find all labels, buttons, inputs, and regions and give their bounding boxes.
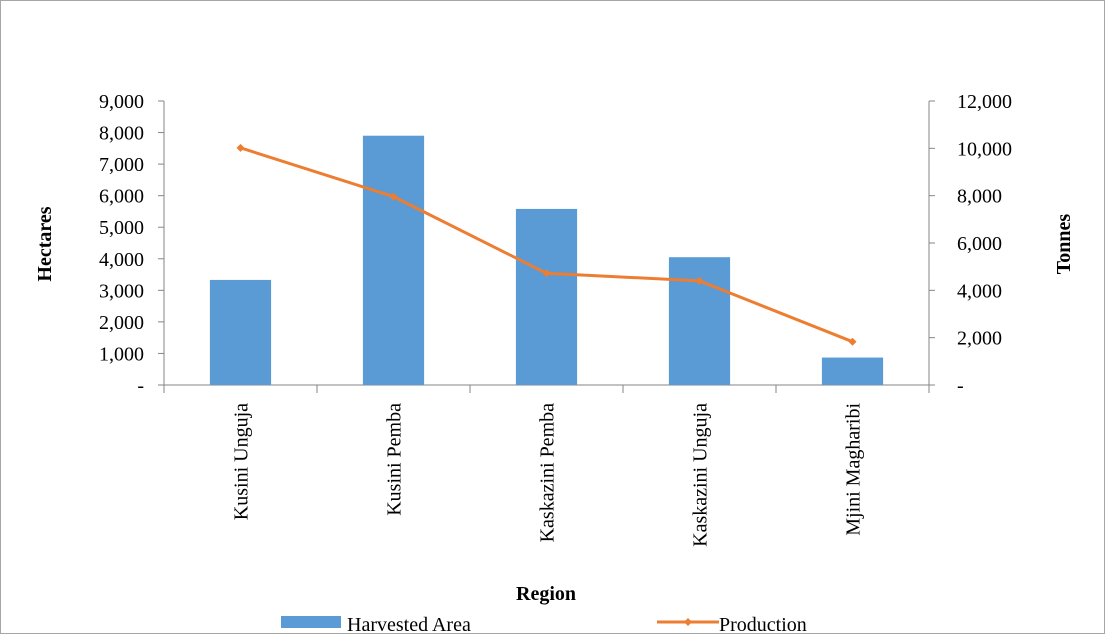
y2-tick-label: 10,000 <box>957 138 1012 160</box>
x-tick-label: Kusini Unguja <box>231 403 253 520</box>
y2-tick-label: - <box>957 375 964 397</box>
y-tick-label: 6,000 <box>99 186 144 208</box>
production-point <box>236 143 245 152</box>
y2-tick-label: 12,000 <box>957 91 1012 113</box>
legend-swatch-harvested-area <box>281 616 341 628</box>
x-tick-label: Kusini Pemba <box>384 403 406 516</box>
bar-harvested-area <box>515 208 578 385</box>
bar-harvested-area <box>821 357 884 385</box>
y-tick-label: 7,000 <box>99 154 144 176</box>
y-tick-label: 9,000 <box>99 91 144 113</box>
y-tick-label: 8,000 <box>99 123 144 145</box>
x-tick-label: Kaskazini Unguja <box>690 403 712 547</box>
y-tick-label: 3,000 <box>99 280 144 302</box>
production-point <box>848 337 857 346</box>
y-axis-title: Hectares <box>34 206 56 281</box>
tick-labels: - 1,000 2,000 3,000 4,000 5,000 6,000 7,000 8,00… <box>99 91 1012 547</box>
legend-marker-production <box>684 618 692 626</box>
production-point <box>695 276 704 285</box>
y-tick-label: 4,000 <box>99 249 144 271</box>
bar-harvested-area <box>209 279 272 385</box>
x-tick-label: Kaskazini Pemba <box>537 403 559 543</box>
legend-label-production: Production <box>719 614 807 636</box>
y2-axis-title: Tonnes <box>1053 214 1075 275</box>
y-tick-label: - <box>137 375 144 397</box>
y2-tick-label: 8,000 <box>957 186 1002 208</box>
y2-tick-label: 4,000 <box>957 280 1002 302</box>
y-tick-label: 1,000 <box>99 343 144 365</box>
bar-series <box>209 135 884 385</box>
y-tick-label: 2,000 <box>99 312 144 334</box>
bar-harvested-area <box>668 257 731 385</box>
y2-tick-label: 6,000 <box>957 233 1002 255</box>
x-tick-label: Mjini Magharibi <box>843 403 865 536</box>
bar-harvested-area <box>362 135 425 385</box>
legend-label-harvested-area: Harvested Area <box>347 614 471 636</box>
y-tick-label: 5,000 <box>99 217 144 239</box>
x-axis-title: Region <box>516 583 576 605</box>
y2-tick-label: 2,000 <box>957 328 1002 350</box>
legend: Harvested Area Production <box>281 614 807 636</box>
production-point <box>542 269 551 278</box>
production-point <box>389 192 398 201</box>
line-series <box>236 143 857 346</box>
